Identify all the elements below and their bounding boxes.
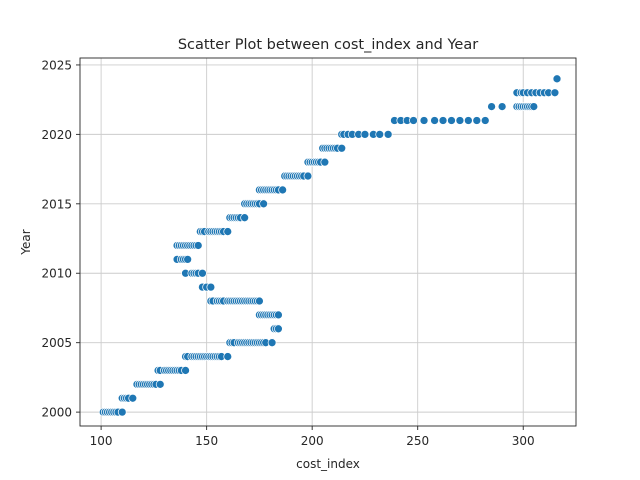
scatter-point	[223, 352, 233, 361]
scatter-point	[278, 185, 287, 195]
scatter-point	[240, 213, 249, 223]
scatter-point	[430, 116, 439, 125]
scatter-point	[206, 282, 216, 292]
scatter-point	[337, 143, 347, 153]
scatter-point	[267, 338, 277, 348]
scatter-point	[480, 116, 490, 125]
x-axis-ticks: 100 150 200 250 300	[90, 426, 535, 448]
scatter-point	[274, 324, 283, 334]
scatter-point	[529, 102, 539, 111]
scatter-point	[255, 296, 264, 306]
scatter-point	[472, 116, 482, 125]
y-tick-label: 2020	[41, 128, 72, 142]
y-axis-ticks: 2000 2005 2010 2015 2020 2025	[41, 58, 80, 420]
scatter-point	[183, 255, 192, 264]
x-tick-label: 100	[90, 434, 113, 448]
scatter-point	[320, 157, 330, 167]
scatter-point	[455, 116, 465, 125]
scatter-point	[497, 102, 507, 111]
scatter-point	[155, 379, 165, 389]
scatter-point	[128, 393, 138, 403]
x-tick-label: 300	[512, 434, 535, 448]
y-tick-label: 2015	[41, 197, 72, 211]
y-axis-label: Year	[19, 229, 33, 255]
x-axis-label: cost_index	[296, 457, 360, 471]
scatter-point	[447, 116, 456, 125]
scatter-point	[360, 130, 370, 139]
scatter-point	[223, 227, 233, 236]
scatter-point	[419, 116, 429, 125]
scatter-point	[487, 102, 496, 111]
scatter-point	[198, 268, 207, 278]
scatter-point	[550, 88, 560, 98]
scatter-point	[438, 116, 448, 125]
y-tick-label: 2025	[41, 58, 72, 72]
data-points	[98, 74, 562, 417]
scatter-point	[552, 74, 562, 84]
scatter-point	[409, 116, 418, 125]
scatter-point	[383, 130, 393, 139]
scatter-point	[259, 199, 268, 209]
scatter-point	[303, 171, 313, 181]
scatter-point	[193, 241, 203, 250]
x-tick-label: 200	[301, 434, 324, 448]
x-tick-label: 150	[195, 434, 218, 448]
scatter-point	[375, 130, 385, 139]
scatter-point	[464, 116, 473, 125]
y-tick-label: 2000	[41, 406, 72, 420]
scatter-point	[274, 310, 283, 320]
gridlines	[80, 58, 576, 426]
chart-title: Scatter Plot between cost_index and Year	[178, 37, 478, 53]
y-tick-label: 2005	[41, 336, 72, 350]
scatter-point	[117, 407, 127, 417]
plot-frame	[79, 57, 577, 427]
y-tick-label: 2010	[41, 267, 72, 281]
x-tick-label: 250	[406, 434, 429, 448]
scatter-point	[181, 366, 190, 375]
